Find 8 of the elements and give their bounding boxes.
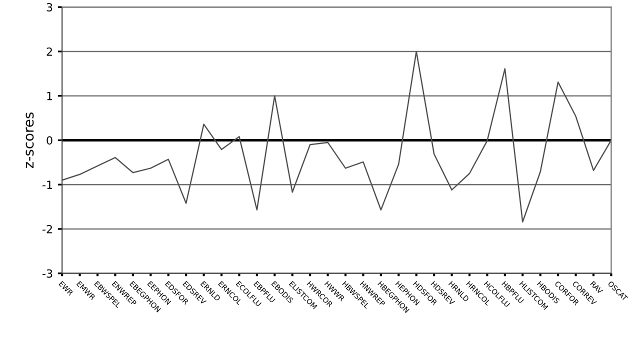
y-tick-label: 0 bbox=[46, 136, 52, 145]
y-tick-label: -2 bbox=[42, 224, 52, 234]
y-tick-label: 3 bbox=[46, 3, 52, 12]
y-axis-title: z-scores bbox=[26, 112, 34, 168]
y-tick-label: -1 bbox=[42, 180, 52, 189]
y-tick-label: 2 bbox=[46, 47, 52, 56]
y-tick-label: -3 bbox=[42, 269, 52, 278]
y-tick-label: 1 bbox=[47, 92, 52, 100]
